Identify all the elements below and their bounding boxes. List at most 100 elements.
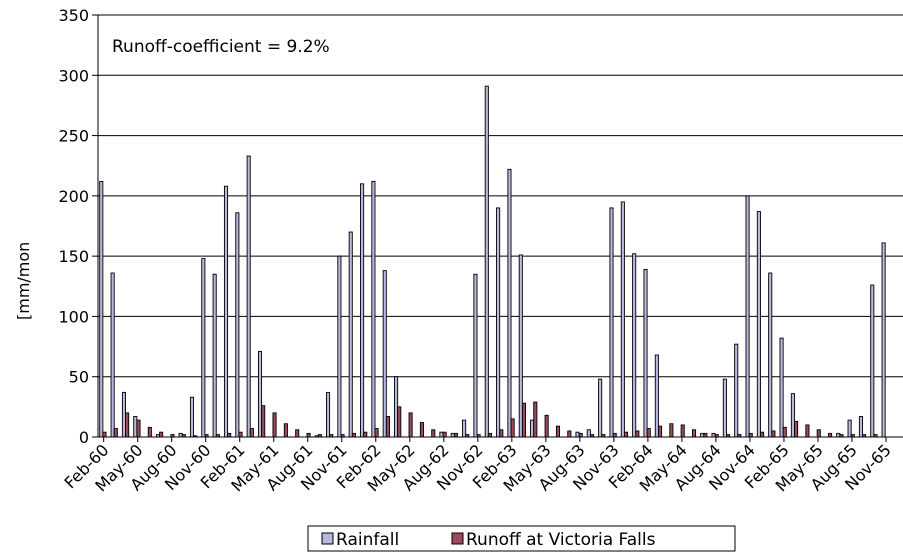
y-tick-label: 250 (58, 127, 89, 146)
rainfall-bar (575, 431, 580, 438)
rainfall-bar (507, 168, 512, 438)
rainfall-bar (847, 419, 852, 438)
runoff-bar (487, 432, 492, 438)
rainfall-bar (768, 272, 773, 438)
runoff-bar (408, 412, 413, 438)
rainfall-bar (722, 378, 727, 438)
y-tick-labels: 0 50 100 150 200 250 300 350 (58, 6, 89, 447)
runoff-bar (771, 430, 776, 438)
rainfall-bar (439, 431, 444, 438)
y-tick-label: 0 (79, 428, 89, 447)
runoff-bar (261, 405, 266, 438)
rainfall-bar (371, 180, 376, 438)
x-tick-labels: Feb-60May-60Aug-60Nov-60Feb-61May-61Aug-… (61, 437, 895, 496)
runoff-bar (794, 420, 799, 438)
runoff-bar (272, 412, 277, 438)
runoff-bar (748, 432, 753, 438)
rainfall-bar (836, 432, 841, 438)
rainfall-bar (473, 273, 478, 438)
legend: Rainfall Runoff at Victoria Falls (307, 525, 736, 552)
rainfall-bar (394, 376, 399, 438)
runoff-bar (419, 422, 424, 438)
runoff-bar (442, 431, 447, 438)
rainfall-bar (484, 85, 489, 438)
rainfall-bar (326, 391, 331, 438)
rainfall-bar (382, 270, 387, 438)
runoff-bar (283, 423, 288, 438)
rainfall-bar (518, 254, 523, 438)
runoff-bar (499, 429, 504, 438)
rainfall-bar (858, 416, 863, 438)
runoff-bar (374, 428, 379, 438)
rainfall-bar (779, 337, 784, 438)
rainfall-bar (609, 207, 614, 438)
y-tick-label: 50 (69, 368, 89, 387)
rainfall-bar (643, 268, 648, 438)
runoff-bar (147, 426, 152, 438)
runoff-bar (453, 432, 458, 438)
runoff-bar (646, 428, 651, 438)
runoff-bar (612, 432, 617, 438)
runoff-bar (555, 425, 561, 438)
runoff-bar (816, 429, 821, 438)
runoff-bar (159, 431, 164, 438)
legend-swatch-rainfall (321, 532, 334, 545)
runoff-bar (385, 416, 390, 438)
runoff-coefficient-annotation: Runoff-coefficient = 9.2% (112, 37, 330, 57)
rainfall-bar (711, 432, 716, 438)
runoff-bar (680, 424, 685, 438)
y-tick-label: 350 (58, 6, 89, 25)
y-axis-label: [mm/mon (14, 242, 33, 320)
rainfall-bar (235, 212, 240, 438)
rainfall-bar (654, 354, 659, 438)
rainfall-bar (620, 201, 625, 438)
runoff-bar (635, 430, 640, 438)
runoff-bar (521, 402, 527, 438)
runoff-bar (533, 401, 538, 438)
legend-box (307, 525, 736, 552)
rainfall-bar (348, 231, 353, 438)
rainfall-bar (734, 343, 739, 438)
rainfall-bar (201, 258, 206, 438)
runoff-bar (431, 429, 436, 438)
rainfall-bar (700, 432, 705, 438)
runoff-bar (692, 429, 697, 438)
rainfall-bar (223, 185, 229, 438)
rainfall-bar (790, 393, 795, 438)
runoff-bar (397, 406, 402, 438)
rainfall-bar (745, 195, 750, 438)
rainfall-bar (881, 242, 886, 438)
rainfall-bar (110, 272, 115, 438)
runoff-bar (782, 426, 787, 438)
bars (99, 85, 886, 438)
legend-label-rainfall: Rainfall (336, 530, 399, 550)
gridlines (92, 14, 903, 438)
y-tick-label: 200 (58, 187, 89, 206)
runoff-bar (227, 432, 232, 438)
axes (97, 15, 903, 438)
runoff-bar (306, 432, 311, 438)
y-tick-label: 150 (58, 247, 89, 266)
runoff-bar (136, 419, 141, 438)
rainfall-bar (99, 180, 104, 438)
rainfall-bar (632, 253, 637, 438)
runoff-bar (295, 429, 300, 438)
rainfall-bar (450, 432, 455, 438)
runoff-bar (510, 418, 515, 438)
rainfall-bar (530, 419, 535, 438)
rainfall-bar (360, 183, 365, 438)
rainfall-bar (598, 378, 603, 438)
rainfall-bar (133, 416, 138, 438)
runoff-bar (703, 432, 708, 438)
runoff-bar (567, 430, 572, 438)
rainfall-bar (870, 284, 875, 438)
y-tick-label: 100 (58, 307, 89, 326)
rainfall-bar (246, 155, 251, 438)
runoff-bar (760, 431, 765, 438)
runoff-bar (669, 423, 674, 438)
rainfall-bar (462, 419, 467, 438)
runoff-bar (102, 431, 107, 438)
runoff-bar (623, 431, 629, 438)
rainfall-bar (337, 255, 342, 438)
